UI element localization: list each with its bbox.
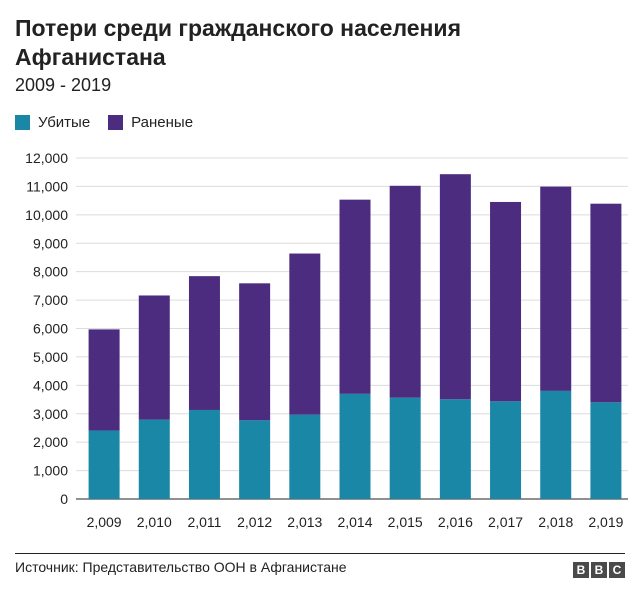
x-tick-label: 2,016 bbox=[438, 514, 473, 530]
bar-segment-killed bbox=[439, 399, 471, 499]
y-tick-label: 11,000 bbox=[26, 178, 68, 194]
bar-segment-wounded bbox=[289, 253, 321, 415]
y-tick-label: 3,000 bbox=[33, 406, 68, 422]
x-tick-label: 2,012 bbox=[237, 514, 272, 530]
bar-segment-killed bbox=[239, 420, 271, 499]
y-tick-label: 1,000 bbox=[33, 463, 68, 479]
footer-divider bbox=[15, 553, 625, 554]
legend-swatch-killed bbox=[15, 115, 30, 130]
legend-label-wounded: Раненые bbox=[131, 114, 194, 131]
bar-segment-killed bbox=[389, 397, 421, 499]
bar-segment-killed bbox=[339, 393, 371, 499]
bbc-logo: B B C bbox=[573, 562, 625, 578]
bar-segment-wounded bbox=[590, 203, 622, 403]
y-tick-label: 7,000 bbox=[33, 292, 68, 308]
bar-segment-wounded bbox=[490, 201, 522, 402]
bar-segment-wounded bbox=[88, 329, 120, 431]
source-note: Источник: Представительство ООН в Афгани… bbox=[15, 559, 347, 575]
bar-segment-wounded bbox=[389, 185, 421, 398]
y-tick-label: 4,000 bbox=[33, 377, 68, 393]
bar-segment-wounded bbox=[239, 283, 271, 421]
y-tick-label: 12,000 bbox=[25, 150, 68, 166]
y-tick-label: 2,000 bbox=[33, 434, 68, 450]
chart-subtitle: 2009 - 2019 bbox=[15, 75, 112, 95]
y-tick-label: 5,000 bbox=[33, 349, 68, 365]
x-tick-label: 2,017 bbox=[488, 514, 523, 530]
x-tick-label: 2,019 bbox=[588, 514, 623, 530]
logo-letter: C bbox=[609, 562, 625, 578]
bar-segment-killed bbox=[289, 414, 321, 499]
x-tick-label: 2,013 bbox=[287, 514, 322, 530]
logo-letter: B bbox=[591, 562, 607, 578]
y-tick-label: 0 bbox=[60, 491, 68, 507]
y-tick-label: 8,000 bbox=[33, 264, 68, 280]
x-tick-label: 2,018 bbox=[538, 514, 573, 530]
legend-item-killed: Убитые bbox=[15, 114, 90, 131]
x-tick-label: 2,009 bbox=[87, 514, 122, 530]
bar-segment-killed bbox=[138, 419, 170, 499]
legend-label-killed: Убитые bbox=[38, 114, 91, 131]
legend: Убитые Раненые bbox=[15, 114, 211, 131]
stacked-bar-chart: 0 1,000 2,000 3,000 4,000 5,000 6,000 7,000 8,00… bbox=[25, 150, 628, 530]
y-tick-label: 10,000 bbox=[25, 207, 68, 223]
legend-swatch-wounded bbox=[108, 115, 124, 130]
y-tick-label: 9,000 bbox=[33, 235, 68, 251]
x-tick-label: 2,015 bbox=[388, 514, 423, 530]
x-tick-label: 2,014 bbox=[337, 514, 372, 530]
x-tick-label: 2,010 bbox=[137, 514, 172, 530]
bar-segment-wounded bbox=[540, 186, 572, 391]
bar-segment-killed bbox=[88, 430, 120, 499]
bar-segment-wounded bbox=[339, 199, 371, 394]
bar-segment-killed bbox=[490, 401, 522, 499]
y-tick-label: 6,000 bbox=[33, 321, 68, 337]
chart-title: Потери среди гражданского населения Афга… bbox=[15, 15, 461, 70]
logo-letter: B bbox=[573, 562, 589, 578]
bar-segment-wounded bbox=[138, 295, 170, 420]
bar-segment-killed bbox=[590, 402, 622, 499]
x-tick-label: 2,011 bbox=[187, 514, 221, 530]
bar-segment-killed bbox=[188, 409, 220, 499]
bar-segment-wounded bbox=[439, 174, 471, 400]
bar-segment-killed bbox=[540, 390, 572, 499]
bar-segment-wounded bbox=[188, 276, 220, 410]
legend-item-wounded: Раненые bbox=[108, 114, 193, 131]
